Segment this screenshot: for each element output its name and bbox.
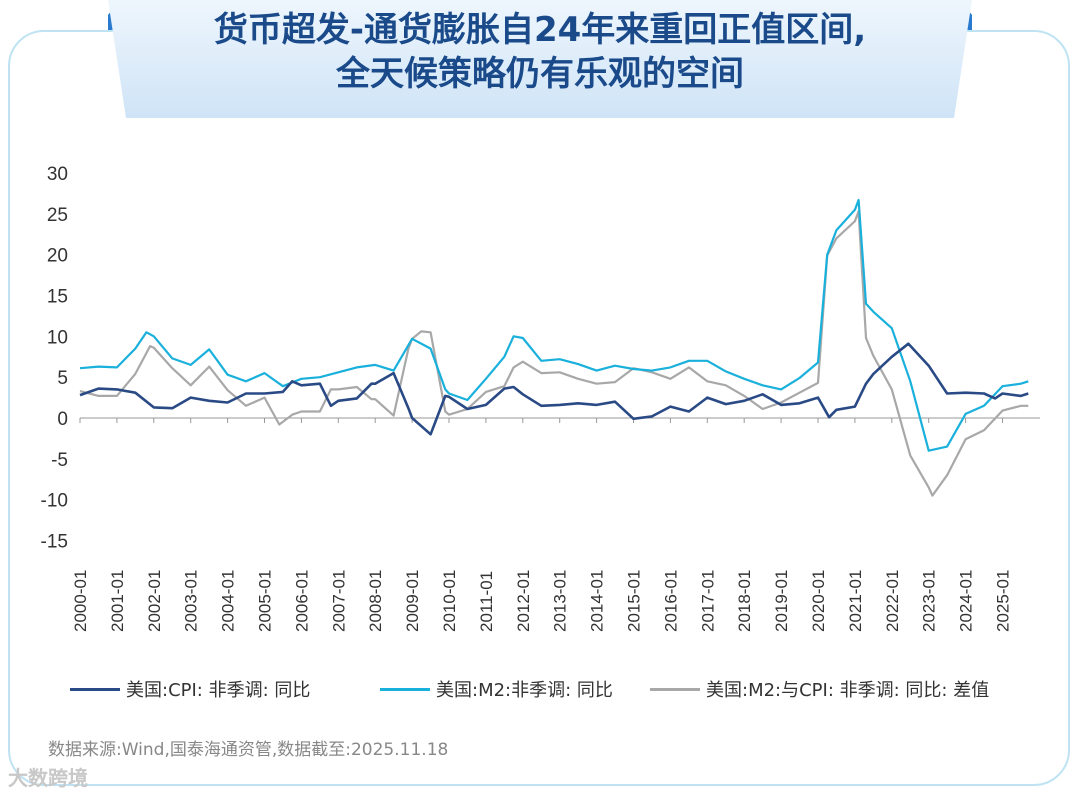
legend-swatch-m2	[380, 687, 430, 691]
x-tick-label: 2001-01	[108, 570, 127, 632]
x-tick-label: 2013-01	[551, 570, 570, 632]
x-tick-label: 2019-01	[772, 570, 791, 632]
x-tick-label: 2018-01	[735, 570, 754, 632]
series-line-cpi	[79, 342, 1029, 436]
x-tick-label: 2000-01	[71, 570, 90, 632]
legend-item-m2: 美国:M2:非季调: 同比	[380, 676, 613, 702]
y-tick-label: 20	[47, 246, 68, 267]
banner-shape-front	[108, 0, 972, 118]
title-banner-front	[108, 0, 972, 118]
y-tick-label: -15	[41, 532, 68, 553]
x-tick-label: 2016-01	[661, 570, 680, 632]
x-tick-label: 2007-01	[329, 570, 348, 632]
y-tick-label: 0	[57, 409, 68, 430]
series-line-m2	[79, 198, 1029, 452]
x-tick-label: 2005-01	[256, 570, 275, 632]
y-tick-label: 30	[47, 164, 68, 185]
x-tick-label: 2008-01	[366, 570, 385, 632]
legend-item-diff: 美国:M2:与CPI: 非季调: 同比: 差值	[650, 676, 989, 702]
title-line-2: 全天候策略仍有乐观的空间	[336, 54, 744, 94]
x-tick-label: 2023-01	[920, 570, 939, 632]
y-tick-label: 5	[57, 368, 68, 389]
x-tick-label: 2009-01	[403, 570, 422, 632]
y-tick-label: -10	[41, 491, 68, 512]
legend-swatch-cpi	[70, 687, 120, 691]
y-tick-label: 25	[47, 205, 68, 226]
chart-card	[8, 30, 1070, 786]
x-tick-label: 2015-01	[625, 570, 644, 632]
x-tick-label: 2022-01	[883, 570, 902, 632]
y-tick-label: 10	[47, 327, 68, 348]
data-source-note: 数据来源:Wind,国泰海通资管,数据截至:2025.11.18	[48, 740, 449, 760]
x-tick-label: 2010-01	[440, 570, 459, 632]
series-lines	[79, 198, 1029, 497]
x-axis: 2000-01 2001-01 2002-01 2003-01 2004-01 2005-…	[71, 417, 1040, 632]
chart-title: 货币超发-通货膨胀自24年来重回正值区间, 全天候策略仍有乐观的空间	[108, 8, 972, 96]
legend-label-cpi: 美国:CPI: 非季调: 同比	[126, 680, 311, 701]
x-tick-label: 2014-01	[588, 570, 607, 632]
x-tick-label: 2011-01	[477, 571, 496, 632]
x-tick-label: 2024-01	[957, 570, 976, 632]
x-tick-label: 2017-01	[698, 570, 717, 632]
y-tick-label: -5	[51, 450, 68, 471]
legend-label-diff: 美国:M2:与CPI: 非季调: 同比: 差值	[706, 680, 990, 701]
x-tick-label: 2021-01	[846, 570, 865, 632]
x-tick-label: 2003-01	[182, 570, 201, 632]
x-tick-label: 2025-01	[994, 570, 1013, 632]
title-line-1: 货币超发-通货膨胀自24年来重回正值区间,	[213, 10, 867, 50]
x-tick-label: 2006-01	[292, 570, 311, 632]
line-chart: 30 25 20 15 10 5 0 -5 -10 -15 2000-01 2001-01 2002-…	[41, 164, 1040, 632]
y-axis: 30 25 20 15 10 5 0 -5 -10 -15	[41, 164, 68, 553]
legend-label-m2: 美国:M2:非季调: 同比	[436, 680, 613, 701]
watermark-logo: 大数跨境	[8, 766, 88, 790]
x-tick-label: 2020-01	[809, 570, 828, 632]
series-line-diff	[79, 210, 1029, 497]
x-tick-label: 2012-01	[514, 570, 533, 632]
y-tick-label: 15	[47, 287, 68, 308]
legend-swatch-diff	[650, 687, 700, 691]
x-tick-label: 2004-01	[219, 570, 238, 632]
x-tick-label: 2002-01	[145, 570, 164, 632]
legend-item-cpi: 美国:CPI: 非季调: 同比	[70, 676, 310, 702]
legend: 美国:CPI: 非季调: 同比 美国:M2:非季调: 同比 美国:M2:与CPI…	[70, 676, 1030, 702]
